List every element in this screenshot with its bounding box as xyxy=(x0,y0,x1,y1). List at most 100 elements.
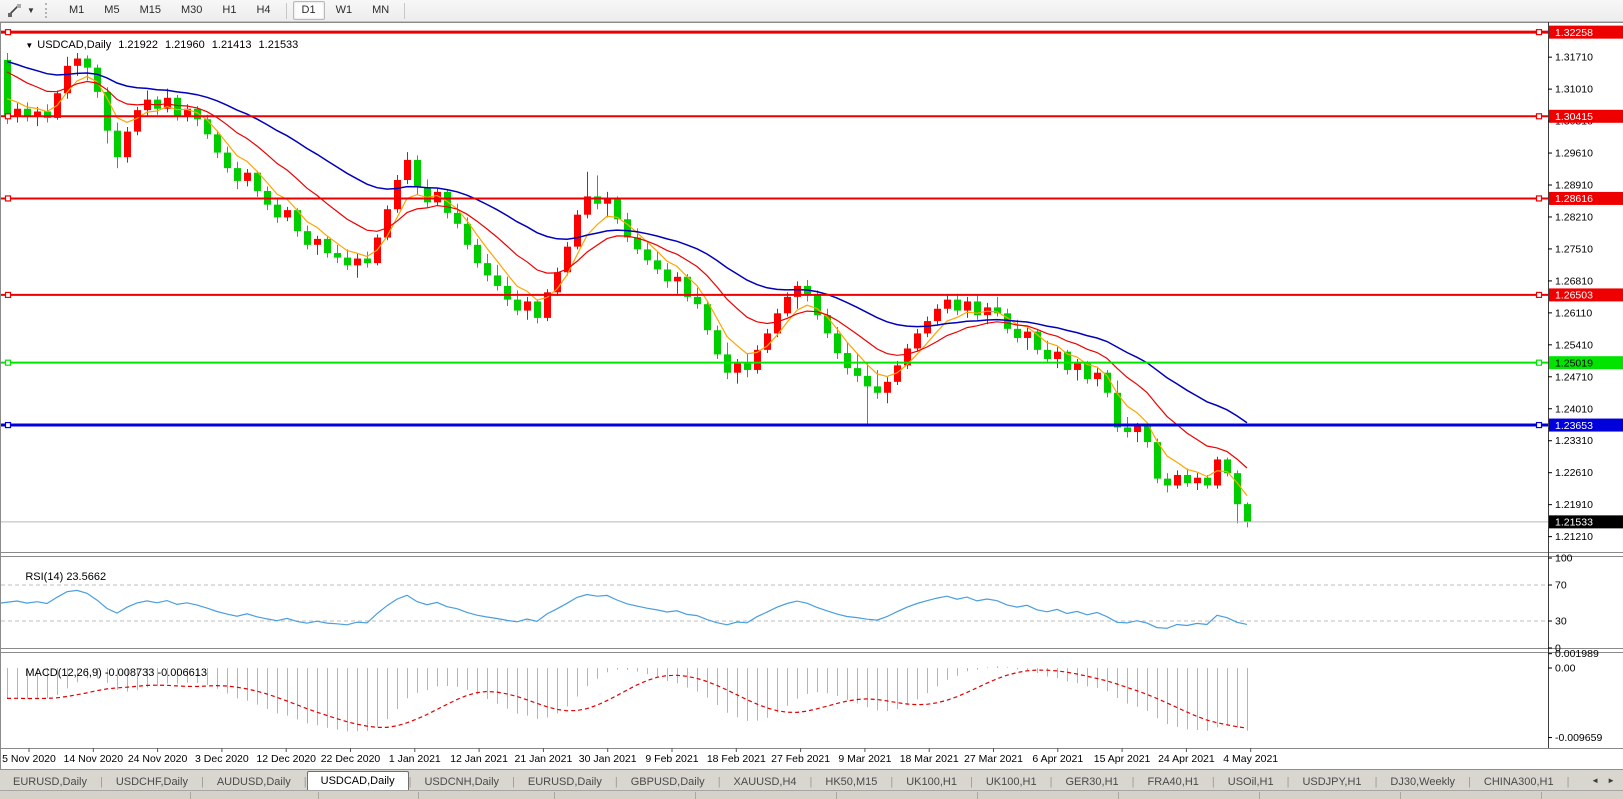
timeframe-button-m30[interactable]: M30 xyxy=(180,4,203,16)
svg-text:1.21210: 1.21210 xyxy=(1555,531,1593,543)
statusbar-separator xyxy=(977,792,978,799)
tab-separator: | xyxy=(809,776,813,788)
hline-handle[interactable] xyxy=(4,113,12,120)
ma-fast-line xyxy=(6,75,1248,496)
tab-separator: | xyxy=(890,776,894,788)
hline-handle[interactable] xyxy=(1535,113,1543,120)
svg-text:22 Dec 2020: 22 Dec 2020 xyxy=(321,753,381,765)
chart-tabbar: EURUSD,Daily | USDCHF,Daily | AUDUSD,Daily | U… xyxy=(0,769,1623,791)
chart-tool-icon[interactable] xyxy=(3,2,25,19)
chart-tab-hk50-m15[interactable]: HK50,M15 xyxy=(825,776,878,788)
tab-separator: | xyxy=(408,776,412,788)
statusbar-separator xyxy=(1118,792,1119,799)
svg-text:1.30415: 1.30415 xyxy=(1555,111,1593,123)
hline-handle[interactable] xyxy=(1535,195,1543,202)
hline-handle[interactable] xyxy=(4,359,12,366)
ma-slow-line xyxy=(6,60,1248,424)
svg-text:1.26503: 1.26503 xyxy=(1555,290,1593,302)
tab-separator: | xyxy=(1566,776,1570,788)
svg-text:70: 70 xyxy=(1555,580,1567,592)
hline-handle[interactable] xyxy=(4,195,12,202)
tab-separator: | xyxy=(99,776,103,788)
chart-window: 1.317101.310101.303101.296101.289101.282… xyxy=(0,22,1623,769)
status-bar xyxy=(0,790,1623,799)
chart-tab-uk100-h1[interactable]: UK100,H1 xyxy=(985,776,1037,788)
svg-text:15 Apr 2021: 15 Apr 2021 xyxy=(1094,753,1151,765)
timeframe-button-d1[interactable]: D1 xyxy=(292,1,325,20)
svg-text:18 Feb 2021: 18 Feb 2021 xyxy=(707,753,766,765)
chart-tab-uk100-h1[interactable]: UK100,H1 xyxy=(906,776,957,788)
tool-dropdown-icon[interactable]: ▼ xyxy=(27,6,35,15)
macd-pane: 0.001989 0.00 -0.009659 xyxy=(6,648,1602,744)
hline-handle[interactable] xyxy=(4,421,12,429)
tab-separator: | xyxy=(1049,776,1053,788)
svg-text:1.26110: 1.26110 xyxy=(1555,307,1592,319)
tab-scroll-arrows: ◄ ► xyxy=(1583,770,1623,791)
hline-handle[interactable] xyxy=(1535,29,1543,36)
timeframe-toolbar: ▼ M1 M5 M15 M30 H1 H4 D1 W1 MN xyxy=(0,0,1623,22)
price-axis: 1.317101.310101.303101.296101.289101.282… xyxy=(1548,25,1623,543)
chart-tab-fra40-h1[interactable]: FRA40,H1 xyxy=(1147,776,1199,788)
rsi-pane: 100 70 30 0 xyxy=(1,553,1573,655)
statusbar-separator xyxy=(695,792,696,799)
chart-tool-glyph xyxy=(7,4,21,17)
svg-text:24 Nov 2020: 24 Nov 2020 xyxy=(128,753,188,765)
statusbar-separator xyxy=(1400,792,1401,799)
svg-text:1.29610: 1.29610 xyxy=(1555,148,1593,160)
timeframe-button-m5[interactable]: M5 xyxy=(104,4,120,16)
chart-tab-usdjpy-h1[interactable]: USDJPY,H1 xyxy=(1302,776,1362,788)
timeframe-button-m15[interactable]: M15 xyxy=(139,4,161,16)
timeframe-button-m1[interactable]: M1 xyxy=(69,4,85,16)
hline-handle[interactable] xyxy=(1535,359,1543,366)
chart-tab-china300-h1[interactable]: CHINA300,H1 xyxy=(1483,776,1554,788)
timeframe-button-w1[interactable]: W1 xyxy=(335,4,353,16)
hline-handle[interactable] xyxy=(4,291,12,299)
svg-text:27 Mar 2021: 27 Mar 2021 xyxy=(964,753,1023,765)
tab-separator: | xyxy=(969,776,973,788)
chart-canvas[interactable]: 1.317101.310101.303101.296101.289101.282… xyxy=(1,22,1623,769)
pane-frame xyxy=(1,22,1623,749)
svg-text:1.25410: 1.25410 xyxy=(1555,339,1593,351)
svg-text:9 Feb 2021: 9 Feb 2021 xyxy=(645,753,698,765)
chart-tab-usdcnh-daily[interactable]: USDCNH,Daily xyxy=(424,776,500,788)
svg-text:14 Nov 2020: 14 Nov 2020 xyxy=(64,753,124,765)
svg-text:1.26810: 1.26810 xyxy=(1555,275,1593,287)
chart-tab-ger30-h1[interactable]: GER30,H1 xyxy=(1065,776,1119,788)
timeframe-button-mn[interactable]: MN xyxy=(372,4,390,16)
timeframe-button-h1[interactable]: H1 xyxy=(222,4,237,16)
chart-tab-eurusd-daily[interactable]: EURUSD,Daily xyxy=(13,776,87,788)
svg-text:1.32258: 1.32258 xyxy=(1555,27,1593,39)
chart-tab-dj30-weekly[interactable]: DJ30,Weekly xyxy=(1390,776,1456,788)
toolbar-separator xyxy=(285,2,287,19)
chart-tab-audusd-daily[interactable]: AUDUSD,Daily xyxy=(216,776,291,788)
tab-scroll-left-icon[interactable]: ◄ xyxy=(1591,776,1600,785)
svg-text:12 Jan 2021: 12 Jan 2021 xyxy=(450,753,508,765)
tab-separator: | xyxy=(200,776,204,788)
svg-text:1.27510: 1.27510 xyxy=(1555,243,1593,255)
hline-handle[interactable] xyxy=(1535,421,1543,429)
svg-text:1.23653: 1.23653 xyxy=(1555,420,1593,432)
rsi-line xyxy=(1,589,1248,629)
svg-text:30: 30 xyxy=(1555,616,1567,628)
chart-tab-usdcad-daily[interactable]: USDCAD,Daily xyxy=(306,771,409,791)
svg-text:1.25019: 1.25019 xyxy=(1555,357,1593,369)
tab-separator: | xyxy=(303,776,307,788)
chart-tab-xauusd-h4[interactable]: XAUUSD,H4 xyxy=(733,776,797,788)
hline-handle[interactable] xyxy=(4,29,12,36)
chart-tab-usdchf-daily[interactable]: USDCHF,Daily xyxy=(115,776,188,788)
toolbar-separator xyxy=(404,2,406,19)
chart-tab-eurusd-daily[interactable]: EURUSD,Daily xyxy=(527,776,602,788)
horizontal-lines[interactable] xyxy=(1,29,1548,523)
macd-signal-line xyxy=(6,669,1248,729)
svg-text:9 Mar 2021: 9 Mar 2021 xyxy=(838,753,891,765)
chart-tab-usoil-h1[interactable]: USOil,H1 xyxy=(1227,776,1274,788)
hline-handle[interactable] xyxy=(1535,291,1543,299)
tab-scroll-right-icon[interactable]: ► xyxy=(1607,776,1615,785)
statusbar-separator xyxy=(190,792,191,799)
svg-text:1.31710: 1.31710 xyxy=(1555,52,1593,64)
toolbar-grip[interactable] xyxy=(45,3,53,18)
chart-tab-gbpusd-daily[interactable]: GBPUSD,Daily xyxy=(630,776,705,788)
timeframe-button-h4[interactable]: H4 xyxy=(256,4,271,16)
svg-text:1.28616: 1.28616 xyxy=(1555,193,1593,205)
tab-separator: | xyxy=(717,776,721,788)
